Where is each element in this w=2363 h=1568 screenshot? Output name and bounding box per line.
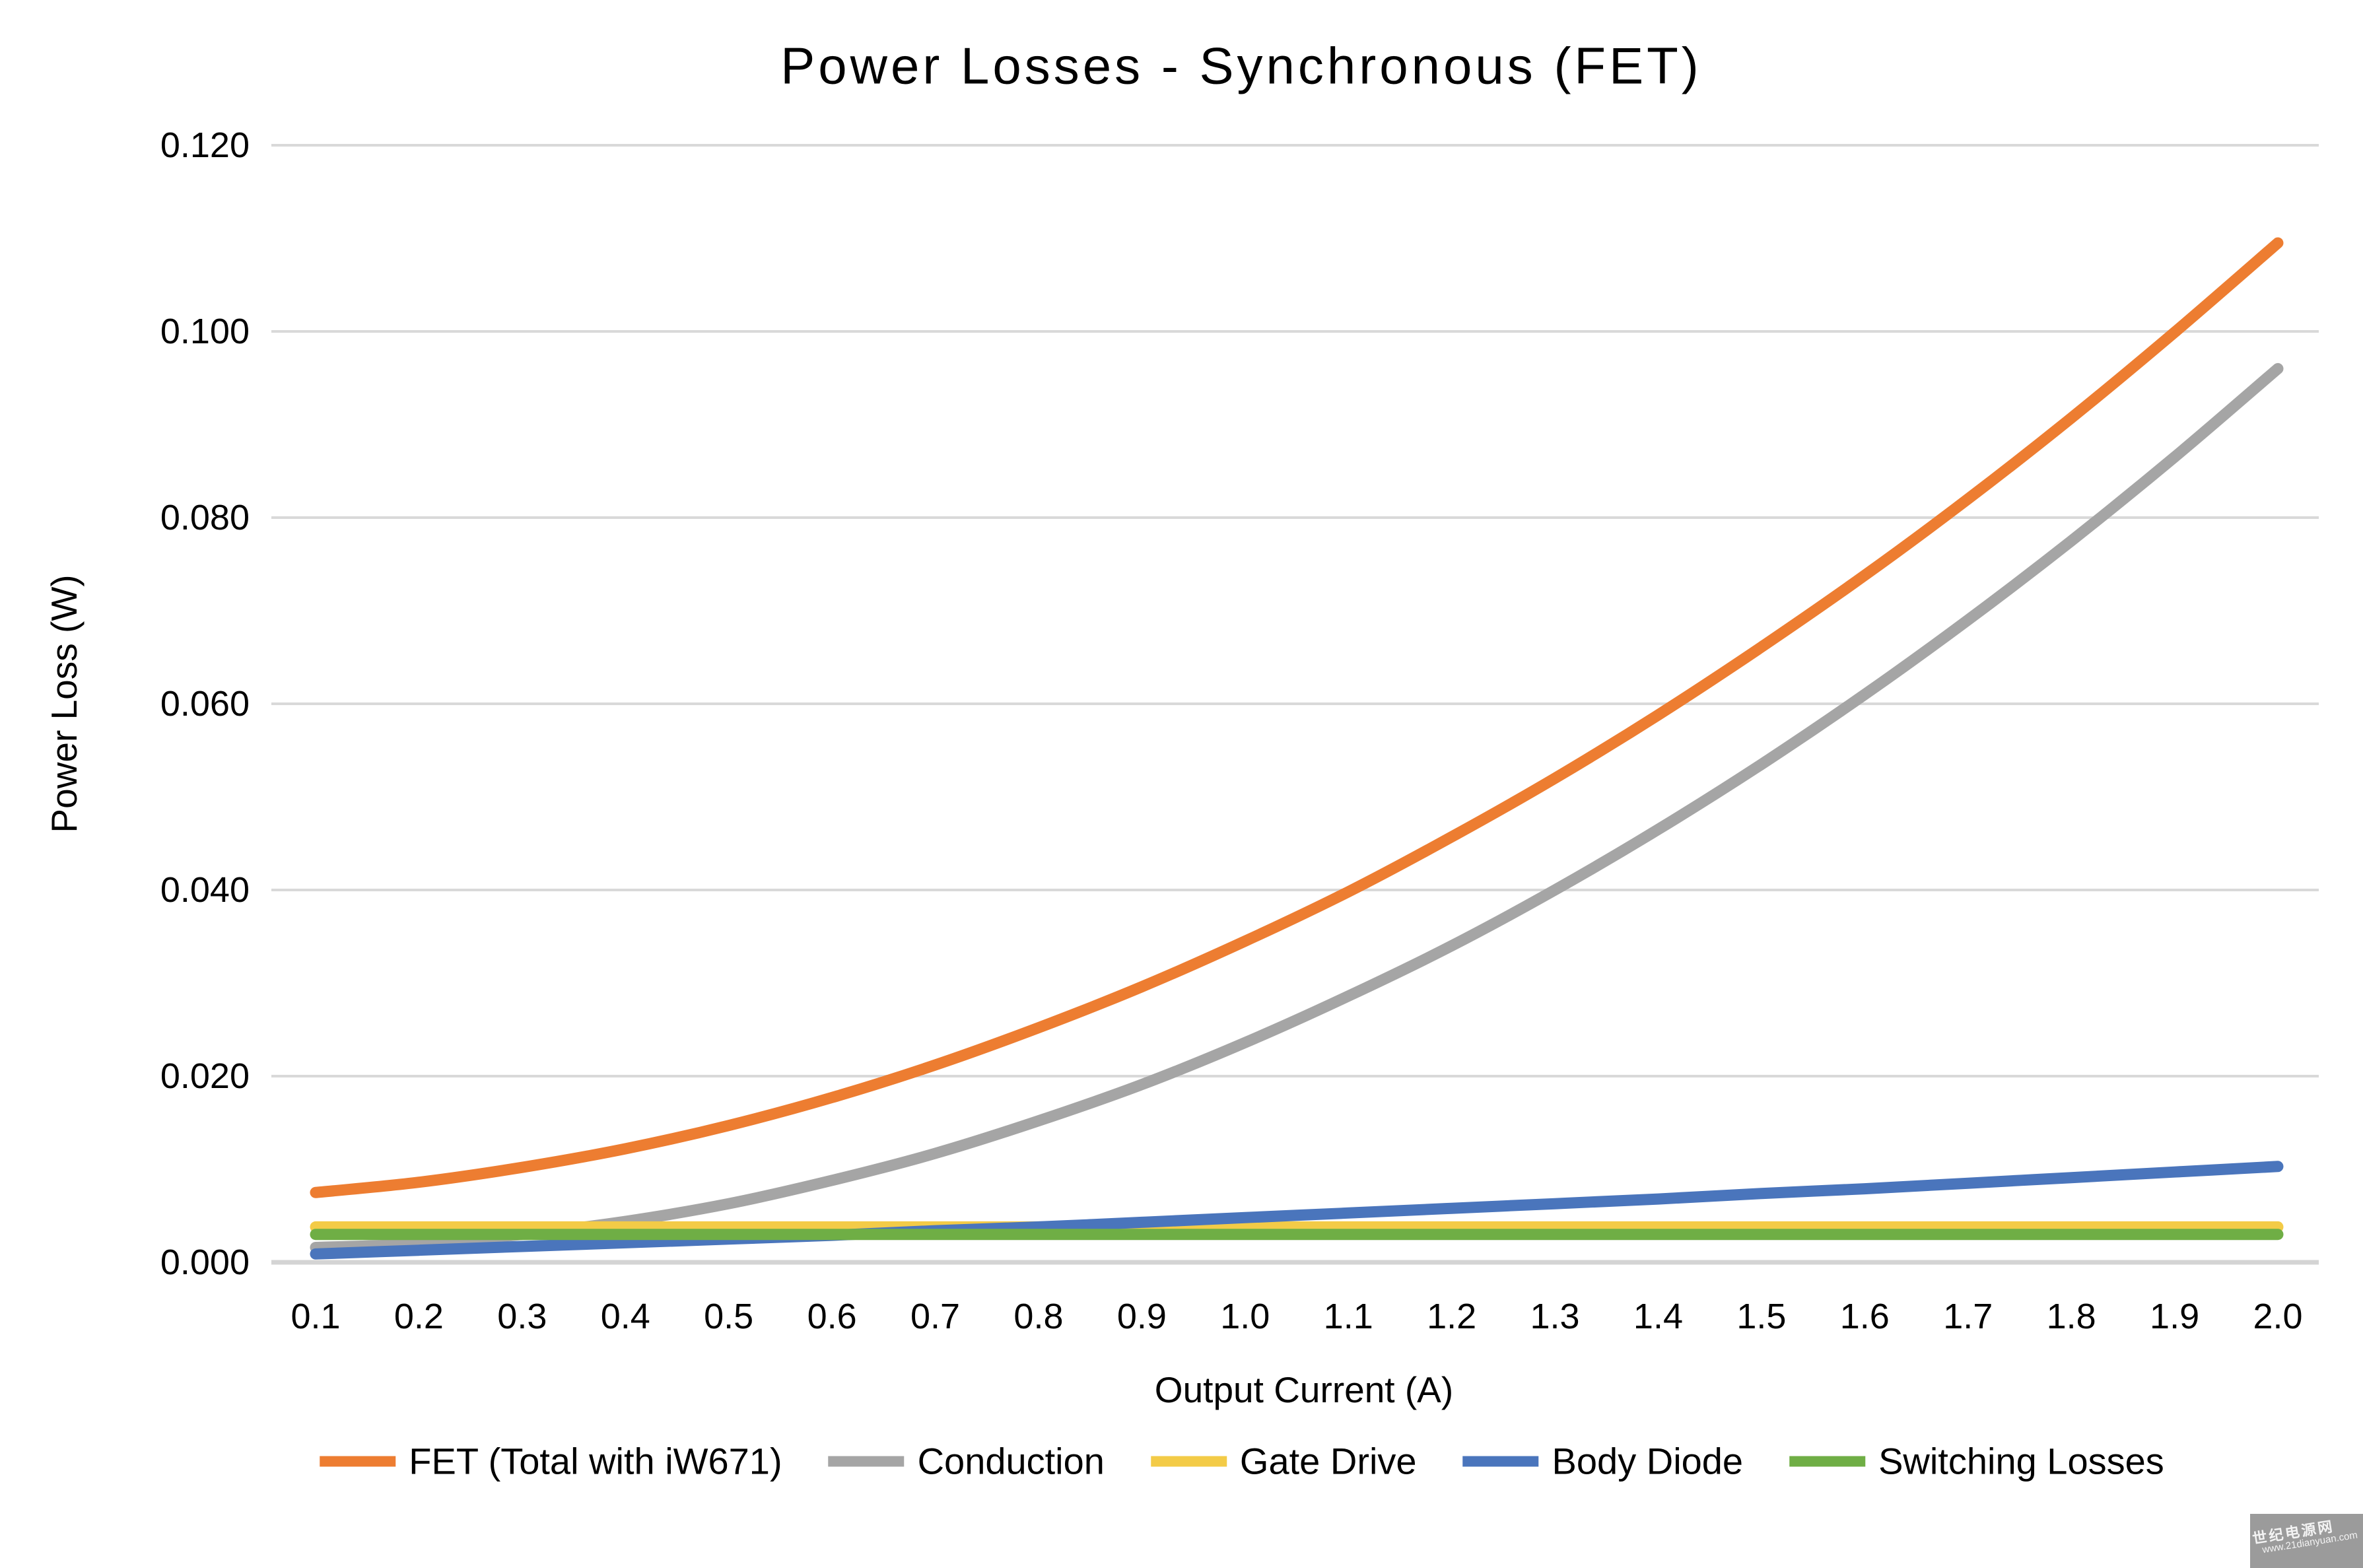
x-tick-label: 1.1 (1324, 1297, 1373, 1336)
legend-item-conduction: Conduction (828, 1440, 1105, 1483)
y-tick-label: 0.020 (160, 1056, 250, 1096)
watermark: 世纪电源网 www.21dianyuan.com (2250, 1514, 2363, 1568)
series-line-fet-total-with-iw671 (310, 237, 2284, 1198)
x-tick-label: 1.5 (1736, 1297, 1786, 1336)
x-tick-label: 1.6 (1840, 1297, 1890, 1336)
y-tick-label: 0.000 (160, 1243, 250, 1282)
x-tick-label: 1.9 (2150, 1297, 2199, 1336)
x-tick-label: 0.1 (291, 1297, 340, 1336)
x-tick-label: 1.4 (1633, 1297, 1683, 1336)
x-tick-label: 2.0 (2253, 1297, 2302, 1336)
chart-title: Power Losses - Synchronous (FET) (780, 36, 1702, 95)
x-tick-label: 0.4 (601, 1297, 650, 1336)
legend-swatch-body-diode (1462, 1456, 1539, 1466)
x-tick-label: 0.2 (394, 1297, 444, 1336)
x-axis-title: Output Current (A) (1154, 1369, 1454, 1410)
legend-item-fet-total-with-iw671: FET (Total with iW671) (320, 1440, 782, 1483)
legend-label-gate-drive: Gate Drive (1239, 1440, 1417, 1482)
legend-item-gate-drive: Gate Drive (1150, 1440, 1417, 1483)
legend-label-conduction: Conduction (917, 1440, 1105, 1482)
series-lines (310, 237, 2284, 1260)
y-tick-label: 0.060 (160, 684, 250, 724)
x-tick-labels: 0.1 0.2 0.3 0.4 0.5 0.6 0.7 0.8 0.9 1.0 1.1 1.2 1.3 1… (291, 1297, 2302, 1336)
legend-swatch-switching-losses (1789, 1456, 1866, 1466)
x-tick-label: 0.6 (807, 1297, 857, 1336)
series-line-conduction (310, 362, 2284, 1253)
x-tick-label: 1.8 (2047, 1297, 2096, 1336)
x-tick-label: 1.3 (1530, 1297, 1580, 1336)
y-tick-labels: 0.000 0.020 0.040 0.060 0.080 0.100 0.120 (160, 125, 250, 1282)
legend: FET (Total with iW671) Conduction Gate Dri… (320, 1440, 2164, 1483)
x-tick-label: 1.0 (1220, 1297, 1270, 1336)
x-tick-label: 0.8 (1013, 1297, 1063, 1336)
x-tick-label: 1.2 (1427, 1297, 1476, 1336)
legend-swatch-gate-drive (1150, 1456, 1227, 1466)
x-tick-label: 1.7 (1943, 1297, 1993, 1336)
y-tick-label: 0.100 (160, 312, 250, 351)
y-tick-label: 0.080 (160, 498, 250, 537)
gridlines (271, 144, 2319, 1265)
x-tick-label: 0.3 (497, 1297, 547, 1336)
x-tick-label: 0.5 (704, 1297, 753, 1336)
legend-label-fet-total-with-iw671: FET (Total with iW671) (409, 1440, 782, 1482)
legend-label-switching-losses: Switching Losses (1878, 1440, 2164, 1482)
legend-swatch-conduction (828, 1456, 905, 1466)
legend-item-body-diode: Body Diode (1462, 1440, 1744, 1483)
legend-label-body-diode: Body Diode (1552, 1440, 1744, 1482)
y-tick-label: 0.120 (160, 125, 250, 165)
x-tick-label: 0.9 (1117, 1297, 1167, 1336)
legend-item-switching-losses: Switching Losses (1789, 1440, 2164, 1483)
y-axis-title: Power Loss (W) (44, 574, 85, 833)
legend-swatch-fet-total-with-iw671 (320, 1456, 396, 1466)
series-line-body-diode (310, 1161, 2284, 1260)
watermark-inner: 世纪电源网 www.21dianyuan.com (2251, 1515, 2358, 1557)
y-tick-label: 0.040 (160, 870, 250, 910)
x-tick-label: 0.7 (910, 1297, 960, 1336)
